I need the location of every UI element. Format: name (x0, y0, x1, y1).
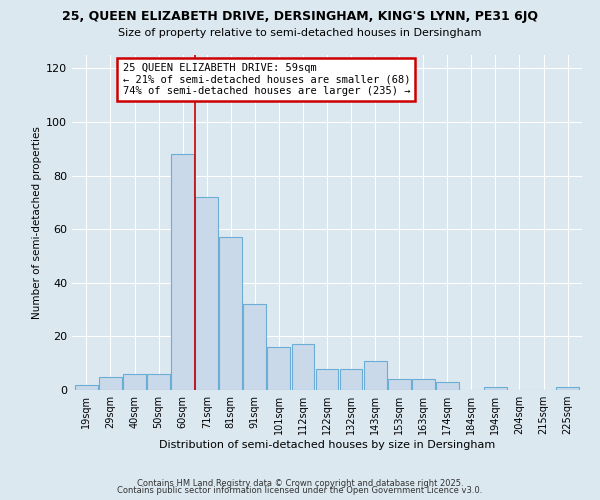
Bar (244, 304, 266, 390)
Text: Size of property relative to semi-detached houses in Dersingham: Size of property relative to semi-detach… (118, 28, 482, 38)
Bar (388, 380, 410, 390)
Bar (99, 376, 122, 390)
Bar (412, 380, 434, 390)
Bar (147, 374, 170, 390)
Text: Contains public sector information licensed under the Open Government Licence v3: Contains public sector information licen… (118, 486, 482, 495)
Bar (220, 237, 242, 390)
Y-axis label: Number of semi-detached properties: Number of semi-detached properties (32, 126, 42, 319)
Bar (171, 154, 194, 390)
Bar (195, 197, 218, 390)
Bar (292, 344, 314, 390)
Bar (316, 368, 338, 390)
Text: Contains HM Land Registry data © Crown copyright and database right 2025.: Contains HM Land Registry data © Crown c… (137, 478, 463, 488)
Bar (75, 384, 98, 390)
Text: 25, QUEEN ELIZABETH DRIVE, DERSINGHAM, KING'S LYNN, PE31 6JQ: 25, QUEEN ELIZABETH DRIVE, DERSINGHAM, K… (62, 10, 538, 23)
Bar (364, 360, 386, 390)
Bar (340, 368, 362, 390)
Bar (436, 382, 459, 390)
Bar (484, 388, 507, 390)
Bar (556, 388, 579, 390)
Bar (268, 347, 290, 390)
X-axis label: Distribution of semi-detached houses by size in Dersingham: Distribution of semi-detached houses by … (159, 440, 495, 450)
Bar (123, 374, 146, 390)
Text: 25 QUEEN ELIZABETH DRIVE: 59sqm
← 21% of semi-detached houses are smaller (68)
7: 25 QUEEN ELIZABETH DRIVE: 59sqm ← 21% of… (122, 63, 410, 96)
